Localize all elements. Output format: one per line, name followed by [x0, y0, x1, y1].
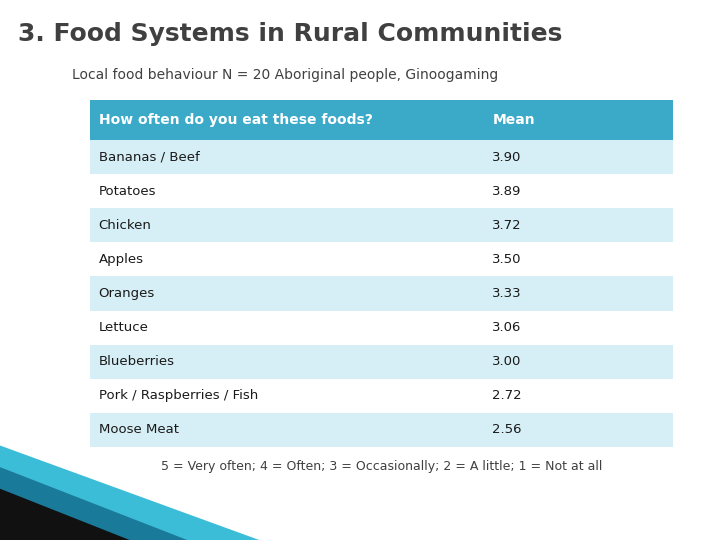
Text: 5 = Very often; 4 = Often; 3 = Occasionally; 2 = A little; 1 = Not at all: 5 = Very often; 4 = Often; 3 = Occasiona… [161, 460, 603, 473]
Text: Apples: Apples [99, 253, 144, 266]
Text: 2.72: 2.72 [492, 389, 522, 402]
Text: 2.56: 2.56 [492, 423, 522, 436]
FancyBboxPatch shape [90, 140, 673, 174]
Polygon shape [0, 489, 130, 540]
Text: Potatoes: Potatoes [99, 185, 156, 198]
FancyBboxPatch shape [90, 208, 673, 242]
Text: 3.33: 3.33 [492, 287, 522, 300]
FancyBboxPatch shape [90, 413, 673, 447]
Text: 3.00: 3.00 [492, 355, 522, 368]
Text: Mean: Mean [492, 113, 535, 127]
Text: Bananas / Beef: Bananas / Beef [99, 151, 199, 164]
Text: 3. Food Systems in Rural Communities: 3. Food Systems in Rural Communities [18, 22, 562, 45]
Text: 3.89: 3.89 [492, 185, 522, 198]
Text: 3.72: 3.72 [492, 219, 522, 232]
Text: Moose Meat: Moose Meat [99, 423, 179, 436]
Text: 3.06: 3.06 [492, 321, 522, 334]
FancyBboxPatch shape [90, 310, 673, 345]
FancyBboxPatch shape [90, 345, 673, 379]
Text: Pork / Raspberries / Fish: Pork / Raspberries / Fish [99, 389, 258, 402]
Text: Oranges: Oranges [99, 287, 155, 300]
FancyBboxPatch shape [90, 174, 673, 208]
Text: How often do you eat these foods?: How often do you eat these foods? [99, 113, 372, 127]
Text: Chicken: Chicken [99, 219, 151, 232]
Text: 3.90: 3.90 [492, 151, 522, 164]
Polygon shape [0, 446, 259, 540]
Text: Lettuce: Lettuce [99, 321, 148, 334]
Text: Local food behaviour N = 20 Aboriginal people, Ginoogaming: Local food behaviour N = 20 Aboriginal p… [72, 68, 498, 82]
FancyBboxPatch shape [90, 276, 673, 310]
FancyBboxPatch shape [90, 242, 673, 276]
FancyBboxPatch shape [90, 100, 673, 140]
Text: 3.50: 3.50 [492, 253, 522, 266]
Polygon shape [0, 467, 187, 540]
Text: Blueberries: Blueberries [99, 355, 175, 368]
FancyBboxPatch shape [90, 379, 673, 413]
